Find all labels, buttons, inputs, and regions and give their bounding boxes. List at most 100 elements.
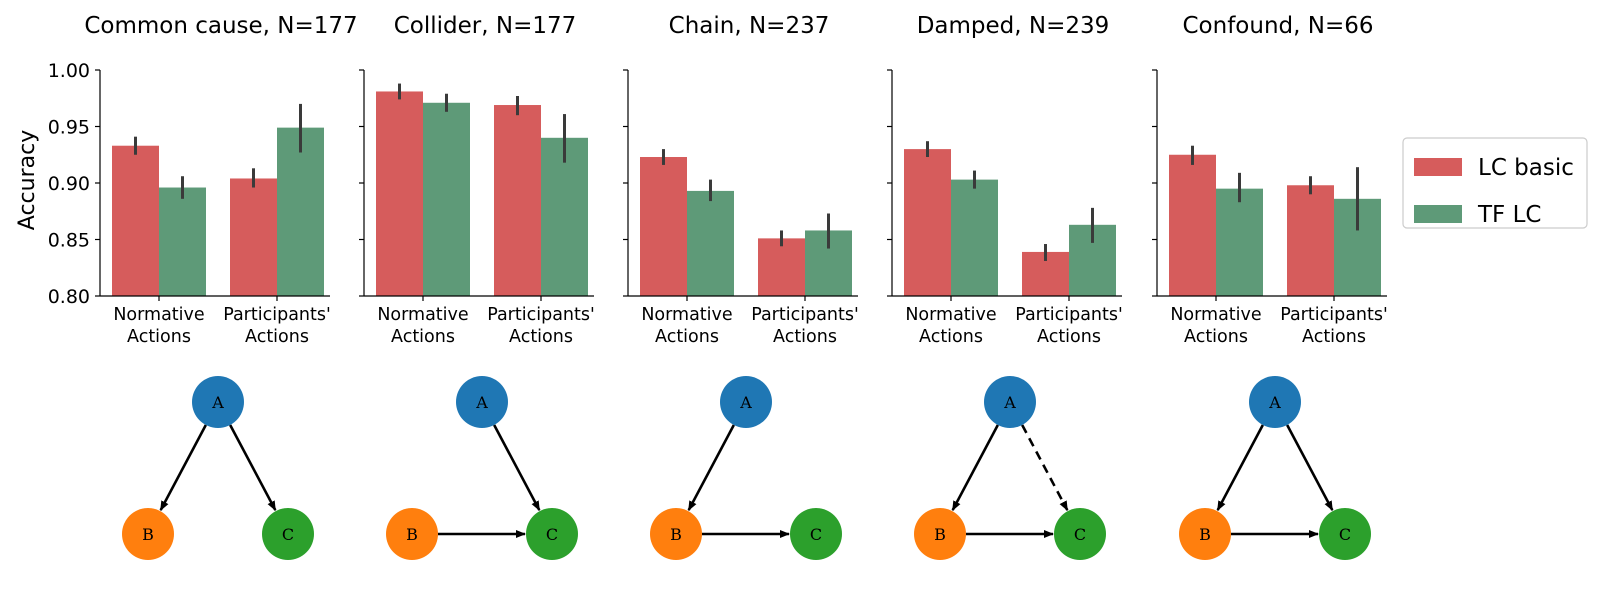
graph-node-c	[1054, 508, 1106, 560]
x-tick-label: Participants'	[751, 305, 859, 325]
graph-edge-arrow	[229, 424, 277, 512]
causal-graph: A B C	[122, 376, 314, 560]
y-tick-label: 0.95	[48, 117, 90, 139]
bar	[423, 102, 470, 297]
y-tick-label: 1.00	[48, 60, 90, 82]
y-tick-label: 0.80	[48, 286, 90, 308]
graph-node-label: C	[282, 525, 294, 544]
graph-node-label: B	[142, 525, 154, 544]
x-tick-label: Participants'	[487, 305, 595, 325]
graph-node-c	[790, 508, 842, 560]
y-axis-label: Accuracy	[15, 130, 40, 230]
graph-edge-arrow	[687, 424, 735, 512]
x-tick-label: Normative	[905, 305, 996, 325]
x-tick-label: Participants'	[223, 305, 331, 325]
graph-node-c	[1319, 508, 1371, 560]
bar	[277, 127, 324, 296]
panel-title: Chain, N=237	[669, 13, 830, 39]
x-tick-label: Participants'	[1280, 305, 1388, 325]
graph-node-label: B	[934, 525, 946, 544]
x-tick-label: Actions	[391, 327, 455, 347]
graph-node-label: A	[211, 393, 224, 412]
legend: LC basic TF LC	[1402, 137, 1588, 229]
x-tick-label: Actions	[1302, 327, 1366, 347]
x-tick-label: Actions	[655, 327, 719, 347]
graph-node-c	[526, 508, 578, 560]
x-tick-label: Normative	[1170, 305, 1261, 325]
graph-node-label: C	[546, 525, 558, 544]
x-tick-label: Normative	[641, 305, 732, 325]
chart-panel: Common cause, N=177 0.80 0.85 0.90 0.95 1.00 N…	[48, 13, 358, 560]
graph-node-a	[456, 376, 508, 428]
causal-graph: A B C	[386, 376, 578, 560]
chart-panels: Common cause, N=177 0.80 0.85 0.90 0.95 1.00 N…	[48, 13, 1388, 560]
x-tick-label: Actions	[127, 327, 191, 347]
chart-panel: Collider, N=177NormativeActionsParticipa…	[359, 13, 595, 560]
legend-swatch	[1414, 205, 1462, 223]
causal-graph: A B C	[650, 376, 842, 560]
bar	[640, 157, 687, 296]
panel-title: Damped, N=239	[917, 13, 1110, 39]
y-tick-label: 0.85	[48, 230, 90, 252]
graph-node-label: C	[1339, 525, 1351, 544]
bar	[951, 179, 998, 296]
graph-node-b	[122, 508, 174, 560]
graph-edge-arrow	[493, 424, 541, 512]
bar	[758, 238, 805, 296]
bar	[376, 91, 423, 296]
graph-node-a	[984, 376, 1036, 428]
chart-panel: Chain, N=237NormativeActionsParticipants…	[623, 13, 859, 560]
x-tick-label: Actions	[245, 327, 309, 347]
chart-panel: Confound, N=66NormativeActionsParticipan…	[1152, 13, 1388, 560]
panel-title: Common cause, N=177	[84, 13, 357, 39]
graph-node-a	[192, 376, 244, 428]
graph-edge-arrow	[1216, 424, 1264, 512]
bar	[1287, 185, 1334, 296]
graph-node-label: B	[670, 525, 682, 544]
bar	[112, 145, 159, 296]
graph-node-b	[1179, 508, 1231, 560]
x-tick-label: Actions	[919, 327, 983, 347]
graph-node-label: A	[1003, 393, 1016, 412]
bar	[494, 105, 541, 296]
chart-panel: Damped, N=239NormativeActionsParticipant…	[887, 13, 1123, 560]
bar	[904, 149, 951, 296]
bar	[1169, 154, 1216, 296]
bar	[159, 187, 206, 296]
graph-node-b	[914, 508, 966, 560]
x-tick-label: Actions	[1037, 327, 1101, 347]
graph-node-label: A	[739, 393, 752, 412]
bar	[541, 137, 588, 296]
bar	[1216, 188, 1263, 296]
x-tick-label: Actions	[773, 327, 837, 347]
x-tick-label: Actions	[509, 327, 573, 347]
graph-edge-arrow	[159, 424, 207, 512]
graph-node-c	[262, 508, 314, 560]
panel-title: Collider, N=177	[394, 13, 577, 39]
graph-edge-arrow	[1021, 424, 1069, 512]
legend-label: TF LC	[1477, 202, 1541, 228]
x-tick-label: Normative	[113, 305, 204, 325]
graph-node-a	[720, 376, 772, 428]
graph-node-label: A	[1268, 393, 1281, 412]
graph-node-label: B	[406, 525, 418, 544]
x-tick-label: Participants'	[1015, 305, 1123, 325]
panel-title: Confound, N=66	[1183, 13, 1374, 39]
y-tick-label: 0.90	[48, 173, 90, 195]
graph-node-label: A	[475, 393, 488, 412]
graph-edge-arrow	[1286, 424, 1334, 512]
graph-node-b	[650, 508, 702, 560]
graph-node-label: C	[1074, 525, 1086, 544]
graph-edge-arrow	[951, 424, 999, 512]
legend-swatch	[1414, 158, 1462, 176]
graph-node-a	[1249, 376, 1301, 428]
bar	[230, 178, 277, 296]
legend-label: LC basic	[1478, 155, 1574, 181]
causal-graph: A B C	[914, 376, 1106, 560]
graph-node-label: C	[810, 525, 822, 544]
x-tick-label: Actions	[1184, 327, 1248, 347]
causal-graph: A B C	[1179, 376, 1371, 560]
x-tick-label: Normative	[377, 305, 468, 325]
bar	[687, 190, 734, 296]
